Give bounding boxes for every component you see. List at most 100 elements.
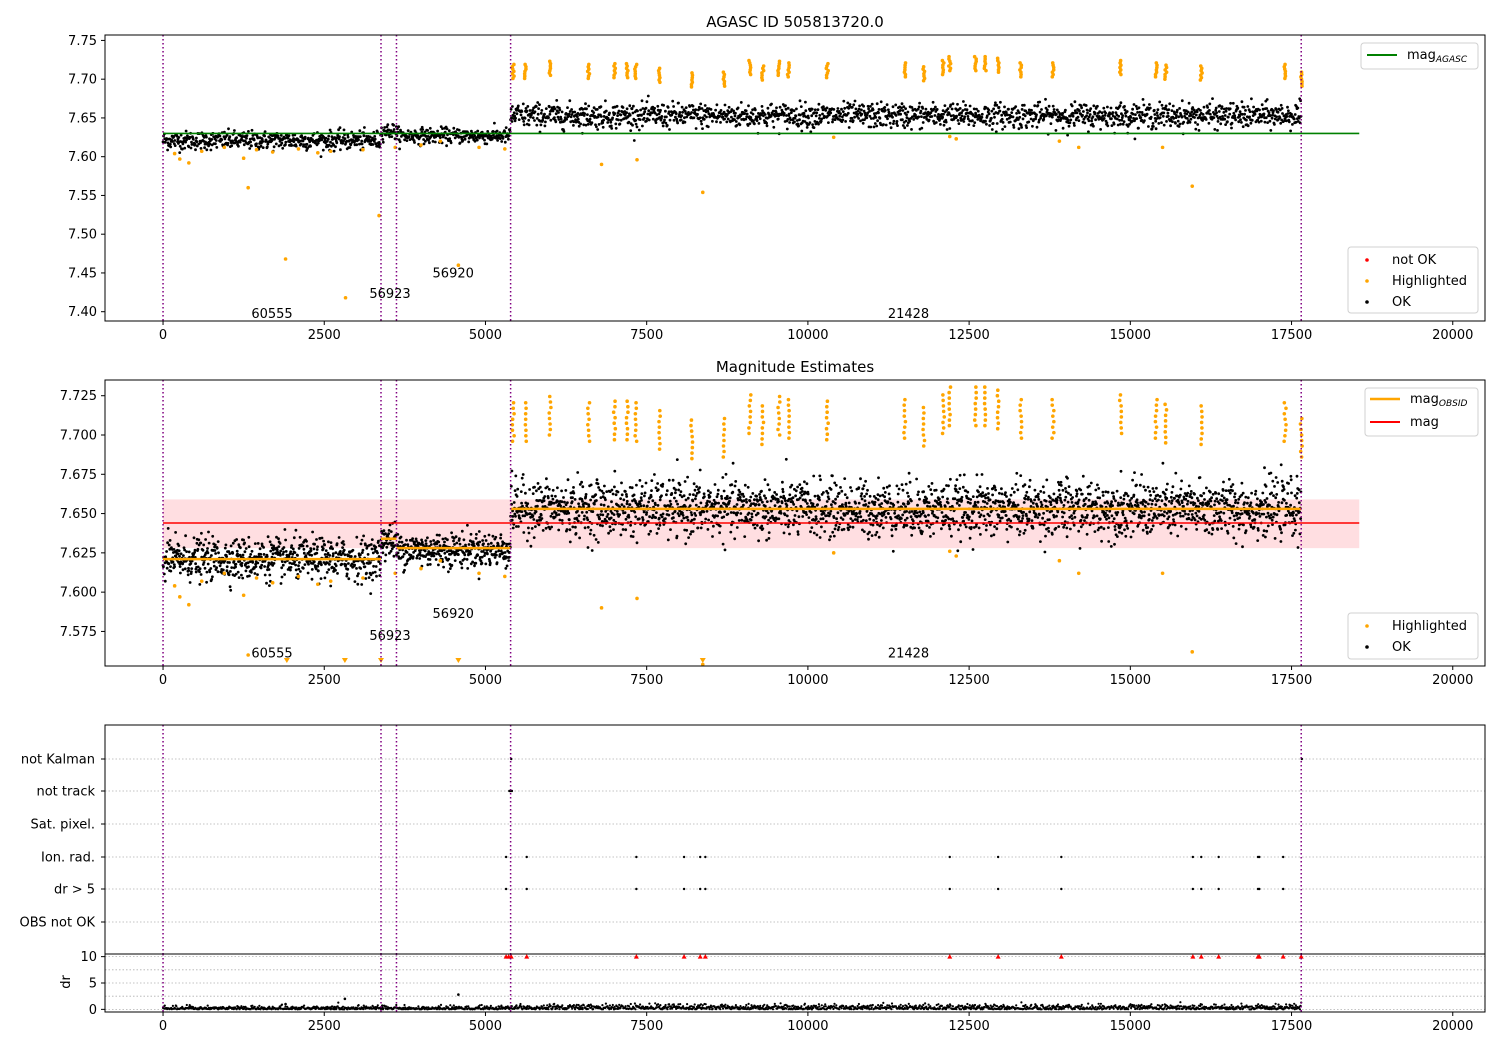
ok-point: [851, 106, 854, 109]
ok-point: [174, 531, 177, 534]
ok-point: [829, 112, 832, 115]
ok-point: [483, 535, 486, 538]
ok-point: [973, 121, 976, 124]
panel1-legend-bottom: not OK Highlighted OK: [1348, 247, 1478, 313]
ok-point: [534, 525, 537, 528]
ok-point: [852, 119, 855, 122]
ok-point: [214, 552, 217, 555]
y-tick-label: 7.70: [68, 73, 97, 88]
ok-point: [493, 122, 496, 125]
ok-point: [843, 477, 846, 480]
ok-point: [461, 530, 464, 533]
ok-point: [800, 130, 803, 133]
ok-point: [728, 106, 731, 109]
ok-point: [555, 99, 558, 102]
ok-point: [728, 500, 731, 503]
ok-point: [905, 113, 908, 116]
ok-point: [724, 549, 727, 552]
ok-point: [815, 111, 818, 114]
ok-point: [511, 105, 514, 108]
ok-point: [307, 572, 310, 575]
ok-point: [1289, 130, 1292, 133]
ok-point: [488, 534, 491, 537]
ok-point: [676, 458, 679, 461]
ok-point: [390, 530, 393, 533]
ok-point: [1157, 122, 1160, 125]
ok-point: [833, 482, 836, 485]
ok-point: [249, 141, 252, 144]
ok-point: [619, 114, 622, 117]
ok-point: [1078, 119, 1081, 122]
ok-point: [492, 130, 495, 133]
ok-point: [180, 552, 183, 555]
ok-point: [1174, 122, 1177, 125]
ok-point: [381, 138, 384, 141]
ok-point: [233, 129, 236, 132]
ok-point: [316, 565, 319, 568]
ok-point: [497, 550, 500, 553]
ok-point: [581, 511, 584, 514]
ok-point: [517, 525, 520, 528]
ok-point: [521, 110, 524, 113]
ok-point: [451, 564, 454, 567]
ok-point: [535, 124, 538, 127]
ok-point: [618, 513, 621, 516]
highlighted-point: [419, 143, 423, 147]
ok-point: [816, 503, 819, 506]
ok-point: [1062, 127, 1065, 130]
ok-point: [577, 118, 580, 121]
ok-point: [765, 122, 768, 125]
ok-point: [813, 126, 816, 129]
ok-point: [572, 124, 575, 127]
ok-point: [749, 122, 752, 125]
ok-point: [680, 114, 683, 117]
ok-point: [957, 119, 960, 122]
ok-point: [1000, 114, 1003, 117]
ok-point: [768, 531, 771, 534]
ok-point: [810, 511, 813, 514]
ok-point: [552, 110, 555, 113]
ok-point: [831, 121, 834, 124]
ok-point: [1018, 111, 1021, 114]
panel1-data-layer: [162, 55, 1304, 300]
y-tick-label: 7.45: [68, 266, 97, 281]
ok-point: [425, 542, 428, 545]
y-tick-label: 7.55: [68, 189, 97, 204]
ok-point: [190, 147, 193, 150]
ok-point: [1196, 110, 1199, 113]
highlighted-point: [922, 65, 926, 69]
ok-point: [473, 564, 476, 567]
ok-point: [782, 490, 785, 493]
ok-point: [1153, 109, 1156, 112]
ok-point: [587, 546, 590, 549]
ok-point: [474, 562, 477, 565]
ok-point: [981, 116, 984, 119]
ok-point: [662, 104, 665, 107]
ok-point: [602, 126, 605, 129]
ok-point: [1068, 125, 1071, 128]
ok-point: [829, 513, 832, 516]
ok-point: [179, 145, 182, 148]
ok-point: [280, 566, 283, 569]
ok-point: [309, 145, 312, 148]
ok-point: [828, 538, 831, 541]
ok-point: [729, 497, 732, 500]
ok-point: [445, 144, 448, 147]
ok-point: [831, 531, 834, 534]
mag-agasc-panel: AGASC ID 505813720.0 6055556923569202142…: [68, 13, 1485, 343]
legend-ok-marker: [1365, 300, 1369, 304]
ok-point: [392, 542, 395, 545]
ok-point: [273, 145, 276, 148]
ok-point: [572, 492, 575, 495]
ok-point: [284, 539, 287, 542]
ok-point: [628, 104, 631, 107]
ok-point: [1001, 128, 1004, 131]
ok-point: [961, 115, 964, 118]
ok-point: [669, 528, 672, 531]
ok-point: [792, 496, 795, 499]
ok-point: [683, 494, 686, 497]
ok-point: [562, 496, 565, 499]
ok-point: [945, 121, 948, 124]
ok-point: [571, 500, 574, 503]
ok-point: [357, 139, 360, 142]
